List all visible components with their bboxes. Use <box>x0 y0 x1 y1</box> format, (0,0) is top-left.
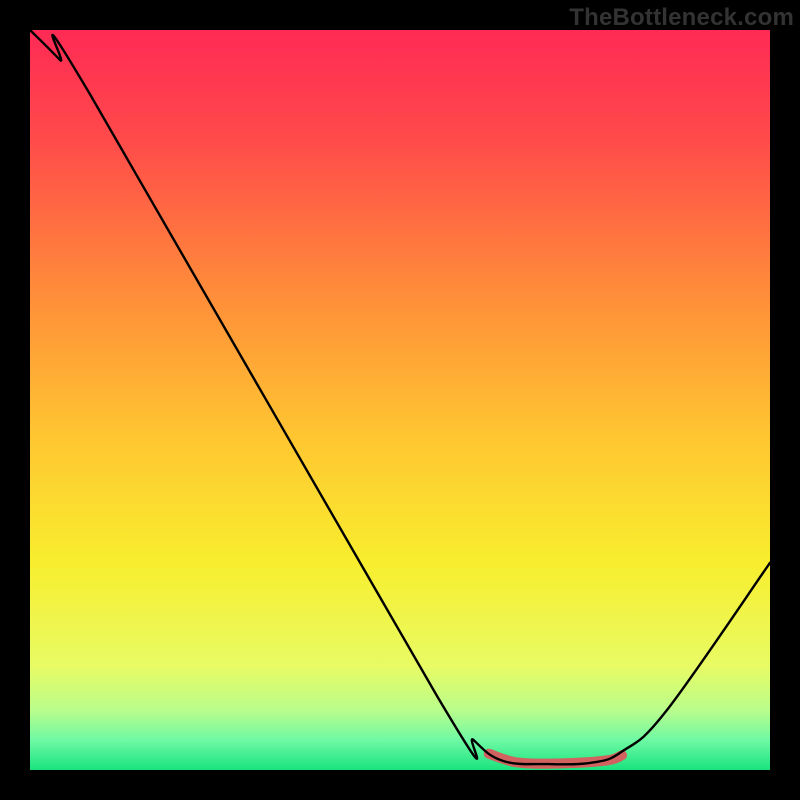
chart-container: TheBottleneck.com <box>0 0 800 800</box>
gradient-plot-background <box>30 30 770 770</box>
chart-svg <box>0 0 800 800</box>
